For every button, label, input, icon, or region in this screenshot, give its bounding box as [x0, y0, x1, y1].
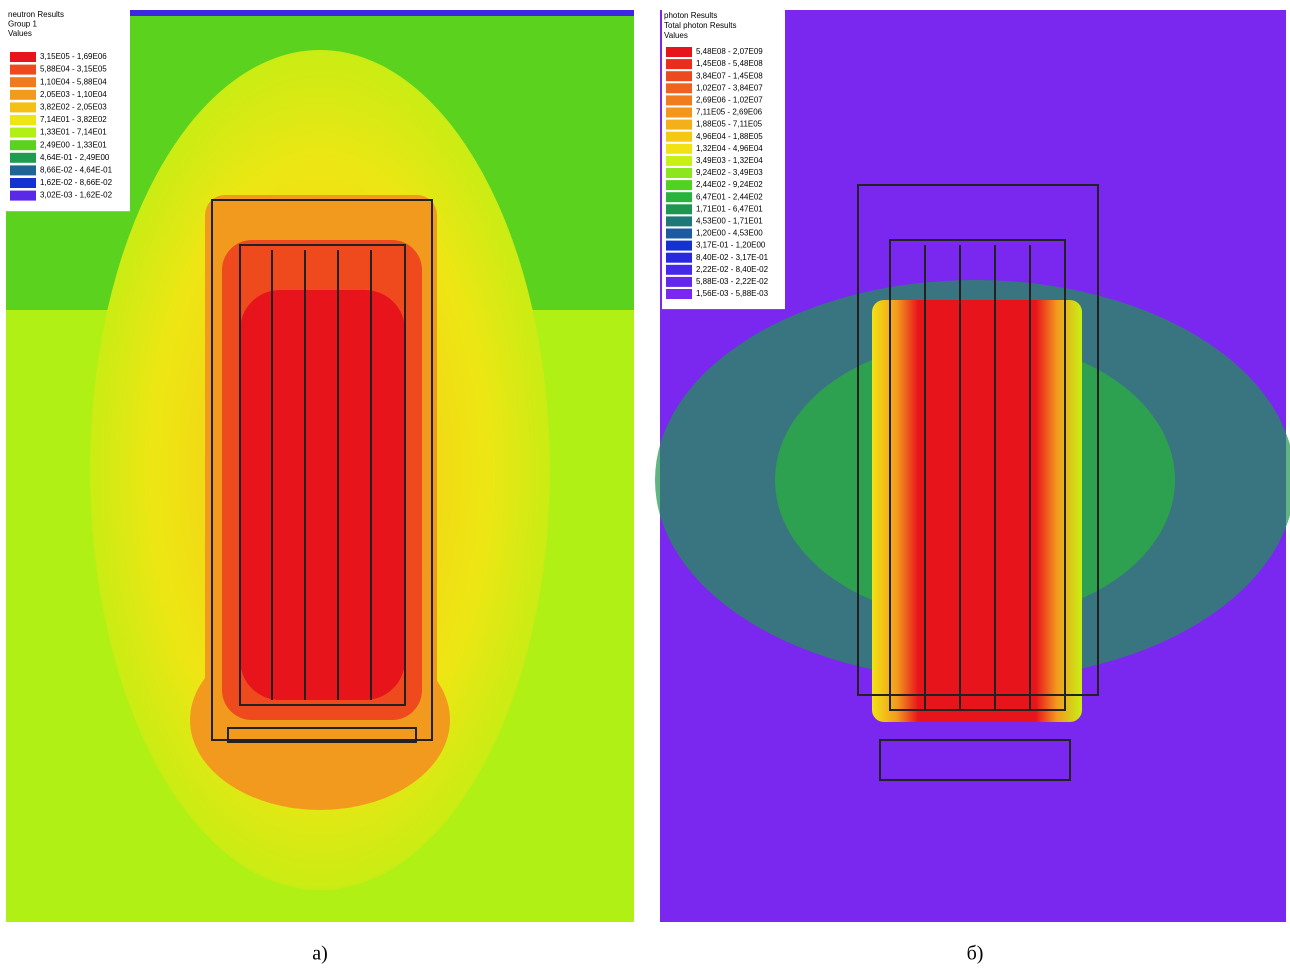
- legend-label: 1,20E00 - 4,53E00: [696, 229, 763, 238]
- panel-caption: б): [967, 943, 984, 965]
- legend-swatch: [666, 253, 692, 263]
- legend-swatch: [10, 165, 36, 175]
- legend-swatch: [666, 241, 692, 251]
- legend-label: 4,53E00 - 1,71E01: [696, 217, 763, 226]
- legend-label: 8,66E-02 - 4,64E-01: [40, 166, 113, 175]
- legend-swatch: [666, 108, 692, 118]
- legend-label: 3,82E02 - 2,05E03: [40, 103, 107, 112]
- legend-swatch: [666, 289, 692, 299]
- legend-swatch: [666, 59, 692, 69]
- legend-swatch: [666, 95, 692, 105]
- legend-swatch: [666, 83, 692, 93]
- legend-swatch: [10, 128, 36, 138]
- field-region: [872, 300, 1082, 722]
- legend-swatch: [666, 180, 692, 190]
- legend-swatch: [666, 229, 692, 239]
- legend-swatch: [10, 153, 36, 163]
- legend-label: 2,22E-02 - 8,40E-02: [696, 265, 769, 274]
- legend-swatch: [10, 140, 36, 150]
- legend-label: 1,10E04 - 5,88E04: [40, 77, 107, 86]
- legend-label: 8,40E-02 - 3,17E-01: [696, 253, 769, 262]
- field-region: [240, 290, 405, 700]
- legend-label: 1,56E-03 - 5,88E-03: [696, 289, 769, 298]
- legend-swatch: [666, 204, 692, 214]
- legend-swatch: [10, 77, 36, 87]
- legend-swatch: [10, 178, 36, 188]
- legend-label: 1,33E01 - 7,14E01: [40, 128, 107, 137]
- legend-swatch: [666, 132, 692, 142]
- legend-label: 2,44E02 - 9,24E02: [696, 180, 763, 189]
- legend-label: 4,64E-01 - 2,49E00: [40, 153, 110, 162]
- legend-label: 3,15E05 - 1,69E06: [40, 52, 107, 61]
- legend-swatch: [666, 120, 692, 130]
- legend-label: 3,17E-01 - 1,20E00: [696, 241, 766, 250]
- legend-swatch: [10, 90, 36, 100]
- legend-label: 5,88E-03 - 2,22E-02: [696, 277, 769, 286]
- legend-swatch: [10, 52, 36, 62]
- legend-label: 1,88E05 - 7,11E05: [696, 120, 763, 129]
- legend-label: 2,69E06 - 1,02E07: [696, 96, 763, 105]
- legend-header: Group 1: [8, 20, 37, 29]
- legend-label: 3,84E07 - 1,45E08: [696, 71, 763, 80]
- legend-swatch: [666, 192, 692, 202]
- legend-label: 1,32E04 - 4,96E04: [696, 144, 763, 153]
- field-region: [130, 10, 634, 16]
- figure: neutron ResultsGroup 1Values3,15E05 - 1,…: [0, 0, 1290, 968]
- legend-label: 6,47E01 - 2,44E02: [696, 192, 763, 201]
- panel-caption: а): [312, 943, 328, 965]
- legend-label: 1,62E-02 - 8,66E-02: [40, 178, 113, 187]
- legend-swatch: [666, 156, 692, 166]
- legend-swatch: [666, 277, 692, 287]
- legend-label: 1,71E01 - 6,47E01: [696, 204, 763, 213]
- legend-header: Total photon Results: [664, 21, 737, 30]
- legend-label: 2,05E03 - 1,10E04: [40, 90, 107, 99]
- legend-label: 3,49E03 - 1,32E04: [696, 156, 763, 165]
- legend-label: 5,48E08 - 2,07E09: [696, 47, 763, 56]
- legend-header: Values: [8, 29, 32, 38]
- legend-swatch: [666, 144, 692, 154]
- legend-swatch: [666, 216, 692, 226]
- legend-swatch: [666, 47, 692, 57]
- legend-label: 1,45E08 - 5,48E08: [696, 59, 763, 68]
- legend-swatch: [10, 115, 36, 125]
- legend-swatch: [10, 65, 36, 75]
- legend-swatch: [666, 265, 692, 275]
- legend-label: 2,49E00 - 1,33E01: [40, 140, 107, 149]
- legend-header: neutron Results: [8, 10, 64, 19]
- legend-label: 7,14E01 - 3,82E02: [40, 115, 107, 124]
- legend-swatch: [10, 191, 36, 201]
- legend-label: 1,02E07 - 3,84E07: [696, 83, 763, 92]
- legend-label: 3,02E-03 - 1,62E-02: [40, 191, 113, 200]
- legend-header: Values: [664, 31, 688, 40]
- legend-header: photon Results: [664, 11, 717, 20]
- legend-label: 5,88E04 - 3,15E05: [40, 65, 107, 74]
- legend-label: 4,96E04 - 1,88E05: [696, 132, 763, 141]
- legend-swatch: [10, 102, 36, 112]
- legend-swatch: [666, 71, 692, 81]
- legend-label: 9,24E02 - 3,49E03: [696, 168, 763, 177]
- legend-swatch: [666, 168, 692, 178]
- legend-label: 7,11E05 - 2,69E06: [696, 108, 763, 117]
